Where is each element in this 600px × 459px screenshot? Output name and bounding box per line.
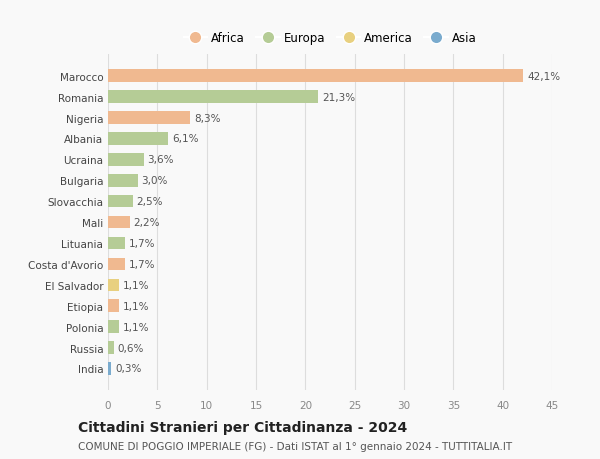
Text: 3,6%: 3,6% xyxy=(148,155,174,165)
Bar xyxy=(108,321,119,333)
Text: 2,5%: 2,5% xyxy=(137,197,163,207)
Bar xyxy=(108,300,119,312)
Bar xyxy=(108,70,523,83)
Bar xyxy=(108,363,111,375)
Legend: Africa, Europa, America, Asia: Africa, Europa, America, Asia xyxy=(179,28,481,50)
Bar xyxy=(108,341,114,354)
Bar xyxy=(108,279,119,291)
Text: 1,1%: 1,1% xyxy=(123,322,149,332)
Bar xyxy=(108,258,125,271)
Text: 2,2%: 2,2% xyxy=(134,218,160,228)
Text: 1,1%: 1,1% xyxy=(123,280,149,290)
Bar xyxy=(108,154,143,166)
Bar xyxy=(108,216,130,229)
Text: 1,1%: 1,1% xyxy=(123,301,149,311)
Text: 6,1%: 6,1% xyxy=(172,134,199,144)
Bar xyxy=(108,196,133,208)
Text: Cittadini Stranieri per Cittadinanza - 2024: Cittadini Stranieri per Cittadinanza - 2… xyxy=(78,420,407,434)
Text: 42,1%: 42,1% xyxy=(527,72,560,82)
Text: 1,7%: 1,7% xyxy=(129,239,155,248)
Text: 21,3%: 21,3% xyxy=(322,92,355,102)
Text: 8,3%: 8,3% xyxy=(194,113,220,123)
Text: 1,7%: 1,7% xyxy=(129,259,155,269)
Text: 0,3%: 0,3% xyxy=(115,364,141,374)
Bar xyxy=(108,237,125,250)
Text: 3,0%: 3,0% xyxy=(142,176,168,186)
Text: 0,6%: 0,6% xyxy=(118,343,144,353)
Text: COMUNE DI POGGIO IMPERIALE (FG) - Dati ISTAT al 1° gennaio 2024 - TUTTITALIA.IT: COMUNE DI POGGIO IMPERIALE (FG) - Dati I… xyxy=(78,441,512,451)
Bar xyxy=(108,91,318,104)
Bar xyxy=(108,112,190,124)
Bar xyxy=(108,174,137,187)
Bar xyxy=(108,133,168,146)
